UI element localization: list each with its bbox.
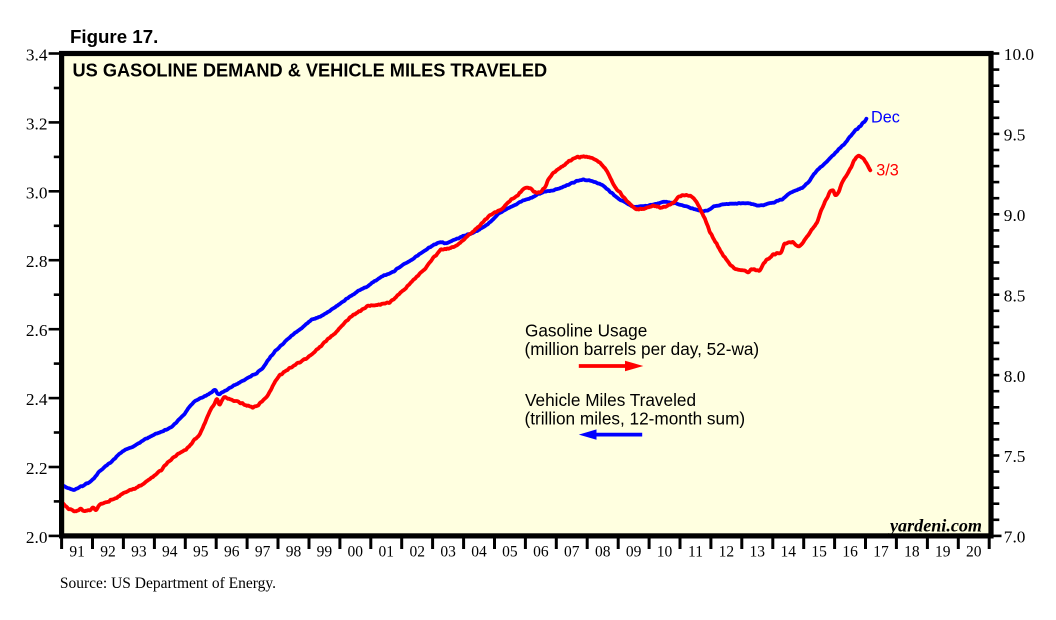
svg-text:03: 03 xyxy=(440,544,456,561)
svg-text:19: 19 xyxy=(935,544,951,561)
svg-text:09: 09 xyxy=(626,544,642,561)
svg-text:04: 04 xyxy=(471,544,487,561)
svg-text:15: 15 xyxy=(811,544,827,561)
svg-text:Dec: Dec xyxy=(871,109,900,127)
svg-text:3.0: 3.0 xyxy=(26,183,48,202)
svg-text:07: 07 xyxy=(564,544,580,561)
svg-text:7.0: 7.0 xyxy=(1004,528,1026,547)
svg-text:9.5: 9.5 xyxy=(1004,126,1026,145)
svg-text:7.5: 7.5 xyxy=(1004,447,1026,466)
svg-text:3/3: 3/3 xyxy=(876,162,899,180)
svg-text:13: 13 xyxy=(750,544,766,561)
svg-text:US GASOLINE DEMAND & VEHICLE M: US GASOLINE DEMAND & VEHICLE MILES TRAVE… xyxy=(73,60,548,80)
svg-text:98: 98 xyxy=(286,544,302,561)
svg-text:3.2: 3.2 xyxy=(26,114,48,133)
svg-text:16: 16 xyxy=(842,544,858,561)
svg-text:9.0: 9.0 xyxy=(1004,206,1026,225)
svg-text:(million barrels per day, 52-w: (million barrels per day, 52-wa) xyxy=(525,339,760,359)
svg-text:12: 12 xyxy=(719,544,735,561)
svg-text:20: 20 xyxy=(966,544,982,561)
svg-text:2.0: 2.0 xyxy=(26,528,48,547)
svg-text:05: 05 xyxy=(502,544,518,561)
svg-text:2.6: 2.6 xyxy=(26,321,48,340)
svg-text:3.4: 3.4 xyxy=(26,46,48,65)
svg-text:95: 95 xyxy=(193,544,209,561)
svg-text:93: 93 xyxy=(131,544,147,561)
svg-text:96: 96 xyxy=(224,544,240,561)
svg-text:18: 18 xyxy=(904,544,920,561)
svg-text:yardeni.com: yardeni.com xyxy=(888,516,982,536)
svg-text:14: 14 xyxy=(780,544,796,561)
svg-text:02: 02 xyxy=(409,544,425,561)
svg-text:97: 97 xyxy=(255,544,271,561)
svg-text:06: 06 xyxy=(533,544,549,561)
svg-text:00: 00 xyxy=(348,544,364,561)
svg-text:17: 17 xyxy=(873,544,889,561)
svg-text:91: 91 xyxy=(69,544,85,561)
svg-text:Vehicle Miles Traveled: Vehicle Miles Traveled xyxy=(525,390,696,410)
svg-text:2.4: 2.4 xyxy=(26,390,48,409)
svg-text:92: 92 xyxy=(100,544,116,561)
svg-text:94: 94 xyxy=(162,544,178,561)
svg-text:8.0: 8.0 xyxy=(1004,367,1026,386)
svg-text:Source: US Department of Energ: Source: US Department of Energy. xyxy=(60,575,276,592)
svg-text:99: 99 xyxy=(317,544,333,561)
svg-text:Gasoline Usage: Gasoline Usage xyxy=(525,321,647,341)
svg-text:(trillion miles, 12-month sum): (trillion miles, 12-month sum) xyxy=(525,409,746,429)
svg-text:2.8: 2.8 xyxy=(26,252,48,271)
svg-text:08: 08 xyxy=(595,544,611,561)
svg-text:10.0: 10.0 xyxy=(1004,45,1034,64)
svg-text:01: 01 xyxy=(379,544,395,561)
svg-text:10: 10 xyxy=(657,544,673,561)
svg-text:2.2: 2.2 xyxy=(26,459,48,478)
svg-text:11: 11 xyxy=(688,544,703,561)
svg-text:8.5: 8.5 xyxy=(1004,286,1026,305)
svg-text:Figure 17.: Figure 17. xyxy=(70,26,158,47)
